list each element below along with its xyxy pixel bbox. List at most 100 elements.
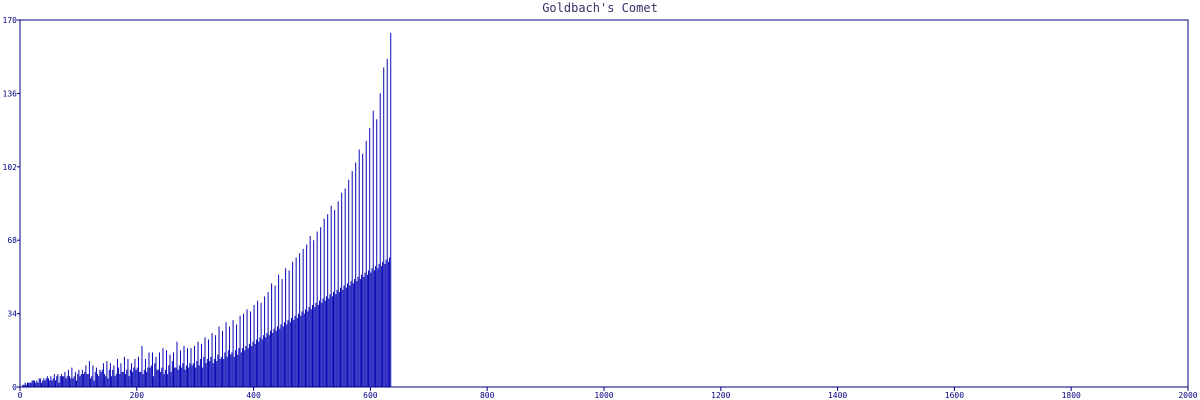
bar bbox=[355, 162, 357, 387]
bar bbox=[194, 345, 195, 387]
bar bbox=[180, 350, 181, 387]
bar bbox=[342, 289, 344, 387]
bar bbox=[322, 298, 324, 387]
bar bbox=[55, 380, 57, 387]
bar bbox=[361, 274, 363, 387]
bar bbox=[98, 376, 100, 387]
bar bbox=[319, 300, 320, 387]
bar bbox=[151, 352, 153, 387]
bar bbox=[38, 378, 40, 387]
bar bbox=[184, 369, 186, 387]
bar bbox=[80, 374, 82, 387]
bar bbox=[306, 244, 308, 387]
bar bbox=[176, 341, 178, 387]
bar bbox=[350, 281, 352, 387]
bar bbox=[226, 356, 228, 387]
x-tick-label: 1000 bbox=[594, 391, 613, 400]
bar bbox=[300, 315, 302, 387]
bar bbox=[140, 371, 142, 387]
bar bbox=[143, 369, 145, 387]
bar bbox=[44, 380, 46, 387]
bar bbox=[56, 376, 58, 387]
bar bbox=[50, 376, 52, 387]
bar bbox=[372, 110, 374, 388]
bar bbox=[182, 363, 184, 387]
bar bbox=[169, 354, 171, 387]
bar bbox=[208, 339, 210, 387]
bar bbox=[276, 326, 278, 387]
bar bbox=[296, 317, 298, 387]
bar bbox=[264, 296, 266, 387]
bar bbox=[243, 313, 245, 387]
bar bbox=[282, 326, 284, 387]
bar bbox=[254, 343, 256, 387]
bar bbox=[93, 380, 95, 387]
bar bbox=[202, 367, 204, 387]
bar bbox=[334, 209, 336, 387]
bar bbox=[363, 276, 365, 387]
bar bbox=[275, 330, 277, 387]
bar bbox=[201, 343, 203, 387]
bar bbox=[356, 281, 358, 387]
bar bbox=[286, 324, 288, 387]
bar bbox=[341, 192, 343, 387]
bar bbox=[105, 376, 107, 387]
bar bbox=[102, 363, 104, 387]
bar bbox=[265, 337, 267, 387]
bar bbox=[175, 367, 177, 387]
bar bbox=[108, 369, 110, 387]
bar bbox=[153, 376, 155, 387]
bar bbox=[378, 263, 380, 387]
bar bbox=[150, 365, 152, 387]
bar bbox=[316, 231, 318, 387]
bar bbox=[121, 371, 123, 387]
x-tick-label: 200 bbox=[130, 391, 145, 400]
bar bbox=[384, 263, 386, 387]
bar bbox=[87, 374, 89, 387]
bar bbox=[326, 296, 327, 387]
bar bbox=[343, 285, 345, 387]
bar bbox=[262, 335, 264, 387]
bar bbox=[293, 320, 295, 387]
bar bbox=[269, 330, 271, 387]
bar bbox=[327, 214, 329, 387]
bar bbox=[387, 261, 389, 387]
x-tick-label: 800 bbox=[480, 391, 495, 400]
bar bbox=[209, 361, 211, 387]
bar bbox=[382, 261, 384, 387]
bar bbox=[215, 335, 217, 387]
bar bbox=[260, 302, 262, 387]
bar bbox=[64, 371, 66, 387]
bar bbox=[385, 259, 387, 387]
bar bbox=[219, 358, 221, 387]
bar bbox=[69, 376, 71, 387]
bar bbox=[365, 140, 367, 387]
bar bbox=[376, 119, 378, 387]
bar bbox=[79, 376, 81, 387]
bar bbox=[167, 374, 169, 387]
bar bbox=[97, 374, 99, 387]
bar bbox=[120, 363, 122, 387]
bar bbox=[299, 253, 301, 387]
bar bbox=[247, 348, 249, 387]
bar bbox=[224, 352, 226, 387]
bar bbox=[52, 378, 54, 387]
bar bbox=[162, 348, 164, 387]
bar bbox=[314, 307, 316, 387]
bar bbox=[205, 363, 207, 387]
bar bbox=[281, 279, 283, 387]
bar bbox=[303, 313, 305, 387]
bar bbox=[128, 376, 130, 387]
bar bbox=[28, 382, 30, 387]
bar bbox=[206, 358, 208, 387]
bar bbox=[336, 289, 338, 387]
bar bbox=[364, 272, 366, 387]
bar bbox=[116, 358, 118, 387]
bar bbox=[278, 274, 280, 387]
bar bbox=[295, 257, 297, 387]
bar bbox=[266, 333, 268, 387]
bar bbox=[164, 369, 166, 387]
bar bbox=[279, 328, 281, 387]
bar bbox=[134, 358, 136, 387]
bar bbox=[88, 361, 90, 387]
